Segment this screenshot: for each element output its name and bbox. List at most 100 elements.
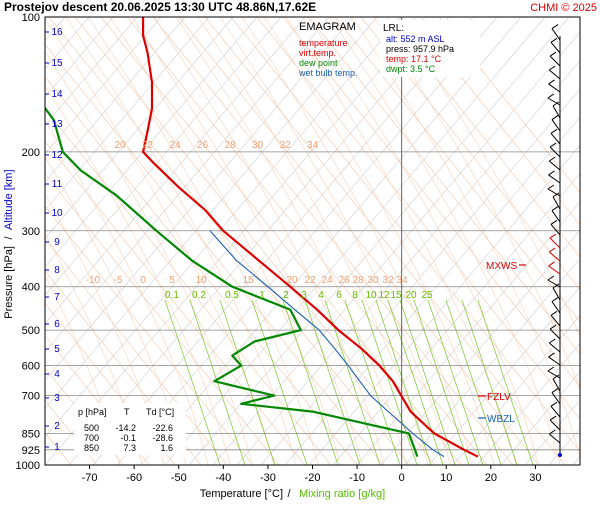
isotherm-line	[260, 88, 580, 465]
wind-barb-flag	[550, 37, 558, 43]
wind-barb-flag	[548, 247, 556, 253]
wind-barb-flag	[547, 366, 555, 372]
moist-adiabat-line	[45, 51, 253, 465]
mixing-ratio-label: 8	[352, 290, 358, 301]
y-tick-label: 400	[22, 282, 40, 294]
wind-barb-flag	[547, 184, 555, 190]
table-cell: -0.1	[120, 433, 136, 443]
altitude-tick-label: 16	[51, 27, 63, 38]
mixing-ratio-line	[361, 299, 418, 465]
wind-barb	[548, 160, 561, 171]
dry-adiabat-line	[45, 302, 176, 465]
adiabat-label: 34	[396, 275, 408, 286]
table-header-p: p [hPa]	[78, 407, 107, 417]
legend-item-temperature: temperature	[299, 38, 348, 48]
y-axis-title-separator: /	[3, 236, 15, 240]
wind-barb	[551, 301, 561, 314]
x-axis-title-temperature: Temperature [°C]	[200, 488, 283, 500]
adiabat-label: 24	[169, 140, 181, 151]
isotherm-line	[476, 343, 580, 465]
wind-barb	[550, 405, 561, 418]
isotherm-line	[45, 17, 282, 296]
isotherm-line	[45, 17, 378, 409]
wind-barb-flag	[548, 170, 555, 176]
wind-barb	[549, 419, 561, 431]
wind-barb-flag	[549, 324, 557, 330]
level-label-mxws: MXWS	[486, 261, 517, 272]
isotherm-line	[45, 17, 258, 268]
level-label-wbzl: WBZL	[487, 414, 515, 425]
altitude-tick-label: 8	[54, 265, 60, 276]
moist-adiabat-line	[65, 17, 297, 465]
wind-barb-flag	[549, 415, 557, 421]
y-tick-label: 1000	[16, 460, 40, 472]
mixing-ratio-label: 12	[378, 290, 390, 301]
wind-barb-flag	[548, 261, 555, 267]
legend-box: EMAGRAM temperature virt.temp. dew point…	[298, 21, 358, 78]
wind-barb	[549, 237, 561, 249]
wind-barb-flag	[548, 65, 556, 71]
altitude-tick-label: 10	[51, 208, 63, 219]
mixing-ratio-line	[282, 299, 339, 465]
table-background	[74, 403, 186, 455]
isotherm-line	[452, 314, 580, 465]
mixing-ratio-line	[219, 299, 276, 465]
x-axis-title: Temperature [°C] / Mixing ratio [g/kg]	[200, 488, 385, 500]
y-axis-title: Pressure [hPa] / Altitude [km]	[3, 169, 15, 318]
wind-barb-flag	[547, 275, 555, 281]
moist-adiabat-line	[87, 17, 319, 465]
wind-barb	[548, 251, 561, 262]
adiabat-label: 34	[307, 140, 319, 151]
wind-barb	[552, 105, 561, 119]
altitude-tick-label: 2	[54, 421, 60, 432]
adiabat-label: 30	[252, 140, 264, 151]
moist-adiabat-line	[45, 85, 231, 465]
dry-adiabat-line	[45, 108, 332, 465]
moist-adiabat-line	[241, 17, 473, 465]
dry-adiabat-line	[45, 140, 306, 465]
wind-barb	[550, 223, 561, 236]
wind-barb-flag	[552, 192, 560, 198]
table-header-td: Td [°C]	[146, 407, 174, 417]
dry-adiabat-line	[178, 17, 540, 465]
table-cell: 700	[84, 433, 99, 443]
wind-barb-flag	[548, 338, 556, 344]
isotherm-line	[45, 17, 354, 381]
isotherm-line	[45, 17, 138, 126]
dry-adiabat-line	[45, 173, 280, 465]
mixing-ratio-label: 6	[336, 290, 342, 301]
wind-barb-flag	[551, 297, 559, 302]
moist-adiabat-line	[197, 17, 429, 465]
dry-adiabat-line	[45, 205, 254, 465]
lrl-background	[380, 20, 480, 77]
adiabat-label: 24	[321, 275, 333, 286]
moist-adiabat-line	[285, 17, 517, 465]
altitude-tick-label: 9	[54, 237, 60, 248]
y-axis-title-pressure: Pressure [hPa]	[3, 246, 15, 319]
isotherm-line	[45, 17, 330, 353]
altitude-tick-label: 1	[54, 442, 60, 453]
table-cell: -22.6	[152, 423, 173, 433]
mixing-ratio-line	[399, 299, 456, 465]
lrl-alt: alt: 552 m ASL	[386, 34, 445, 44]
isotherm-line	[92, 17, 474, 465]
wind-barb-flag	[552, 283, 560, 289]
copyright-text: CHMI © 2025	[530, 2, 597, 14]
moist-adiabat-line	[219, 17, 451, 465]
y-axis-title-altitude: Altitude [km]	[3, 169, 15, 230]
dry-adiabat-line	[126, 17, 488, 465]
altitude-tick-label: 15	[51, 58, 63, 69]
isotherm-line	[140, 17, 522, 465]
lrl-heading: LRL:	[383, 23, 404, 34]
wind-barb-flag	[549, 233, 557, 239]
adiabat-label: 15	[242, 275, 254, 286]
mixing-ratio-label: 2	[283, 290, 289, 301]
adiabat-label: 20	[114, 140, 126, 151]
mixing-ratio-line	[413, 299, 470, 465]
wind-barb	[548, 69, 561, 80]
x-tick-label: -70	[82, 472, 98, 484]
adiabat-label: 32	[279, 140, 291, 151]
wind-barb	[551, 210, 561, 223]
